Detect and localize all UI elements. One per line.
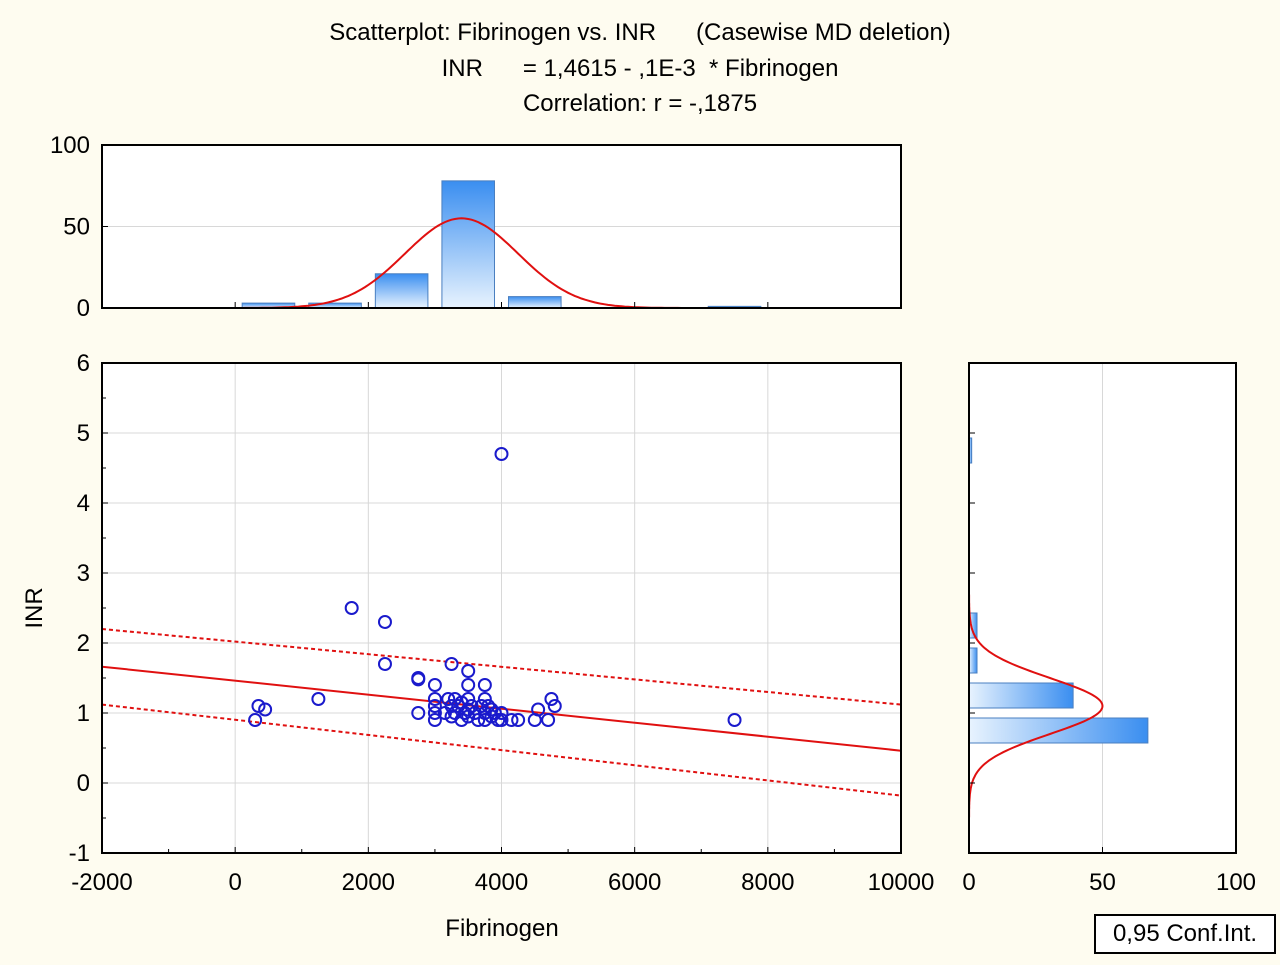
scatter-point — [454, 713, 469, 727]
y-tick-label: -1 — [69, 840, 90, 867]
scatter-point — [541, 713, 556, 727]
x-axis-label: Fibrinogen — [445, 915, 558, 942]
x-tick-label: 2000 — [342, 869, 395, 896]
top-hist-bar — [441, 180, 495, 309]
scatter-point — [477, 678, 492, 692]
x-tick-label: 0 — [228, 869, 241, 896]
x-tick-label: 6000 — [608, 869, 661, 896]
main-scatter-plot: -2000 0 2000 4000 6000 8000 10000 -1 0 1 2 3 4 5 6 — [69, 350, 935, 896]
scatter-point — [427, 706, 442, 720]
right-hist-bar — [968, 647, 978, 674]
scatter-point — [427, 699, 442, 713]
scatter-point — [477, 692, 492, 706]
top-histogram: 0 50 100 — [50, 132, 902, 322]
x-tick-label: -2000 — [71, 869, 132, 896]
scatter-point — [427, 692, 442, 706]
y-axis-label: INR — [21, 587, 48, 628]
title-line-3: Correlation: r = -,1875 — [523, 90, 757, 117]
right-hist-frame — [968, 362, 1237, 854]
scatter-point — [494, 447, 509, 461]
scatter-point — [311, 692, 326, 706]
top-hist-tick-label: 100 — [50, 132, 90, 159]
scatter-point — [441, 692, 456, 706]
scatter-point — [477, 706, 492, 720]
right-hist-bar — [968, 682, 1074, 709]
y-tick-label: 4 — [77, 490, 90, 517]
x-tick-label: 4000 — [475, 869, 528, 896]
top-hist-bar — [508, 296, 562, 309]
right-hist-tick-label: 0 — [962, 869, 975, 896]
scatter-point — [248, 713, 263, 727]
scatter-point — [377, 657, 392, 671]
scatter-point — [427, 713, 442, 727]
scatter-point — [511, 713, 526, 727]
main-plot-frame — [101, 362, 902, 854]
y-tick-label: 3 — [77, 560, 90, 587]
y-tick-label: 1 — [77, 700, 90, 727]
confidence-band-lower — [102, 703, 901, 797]
scatter-point — [377, 615, 392, 629]
title-line-1: Scatterplot: Fibrinogen vs. INR (Casewis… — [329, 19, 951, 46]
scatter-point — [544, 692, 559, 706]
scatter-point — [727, 713, 742, 727]
main-plot-marks — [102, 447, 901, 797]
scatter-point — [461, 702, 476, 717]
x-tick-label: 10000 — [868, 869, 935, 896]
y-tick-label: 5 — [77, 420, 90, 447]
scatter-point — [344, 601, 359, 615]
x-tick-label: 8000 — [741, 869, 794, 896]
scatter-point — [411, 706, 426, 720]
scatter-point — [494, 713, 509, 727]
right-hist-bar — [968, 717, 1149, 744]
scatter-point — [531, 702, 546, 717]
scatter-point — [464, 699, 479, 713]
y-tick-label: 0 — [77, 770, 90, 797]
scatter-point — [251, 699, 266, 713]
top-hist-tick-label: 50 — [63, 214, 90, 241]
legend-conf-int: 0,95 Conf.Int. — [1094, 914, 1276, 954]
scatter-point — [461, 664, 476, 678]
right-histogram: 0 50 100 — [962, 362, 1256, 896]
scatter-point — [411, 672, 426, 687]
scatter-point — [547, 699, 562, 713]
right-hist-tick-label: 100 — [1216, 869, 1256, 896]
scatter-point — [461, 692, 476, 706]
scatter-point — [444, 657, 459, 671]
scatter-point — [494, 706, 509, 720]
scatter-point — [427, 678, 442, 692]
top-hist-tick-label: 0 — [77, 295, 90, 322]
scatter-point — [461, 678, 476, 692]
y-tick-label: 6 — [77, 350, 90, 377]
scatter-point — [258, 702, 273, 717]
scatter-point — [477, 713, 492, 727]
right-hist-tick-label: 50 — [1089, 869, 1116, 896]
top-hist-bar — [374, 273, 429, 309]
scatter-point — [504, 713, 519, 727]
top-hist-frame — [101, 144, 902, 309]
regression-line — [102, 665, 901, 752]
chart-title: Scatterplot: Fibrinogen vs. INR (Casewis… — [329, 19, 951, 117]
scatter-point — [447, 692, 462, 706]
title-line-2: INR = 1,4615 - ,1E-3 * Fibrinogen — [442, 55, 839, 82]
y-tick-label: 2 — [77, 630, 90, 657]
confidence-band-upper — [102, 628, 901, 706]
